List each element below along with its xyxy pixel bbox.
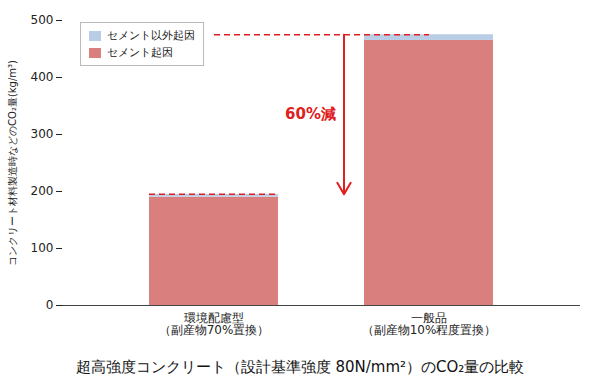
svg-text:60%減: 60%減 [285, 105, 336, 123]
html-text:セメント起因: セメント起因 [107, 46, 173, 59]
html-text:超高強度コンクリート（設計基準強度 80N/mm²）のCO₂: 超高強度コンクリート（設計基準強度 80N/mm²）のCO₂量の比較 [75, 358, 525, 376]
svg-text:100: 100 [31, 241, 54, 255]
svg-text:0: 0 [46, 298, 54, 312]
html-text:セメント以外起因: セメント以外起因 [107, 29, 195, 42]
svg-text:500: 500 [31, 13, 54, 27]
svg-text:400: 400 [31, 70, 54, 84]
svg-text:300: 300 [31, 127, 54, 141]
svg-text:200: 200 [31, 184, 54, 198]
svg-text:環境配慮型（副産物70%置換）: 環境配慮型（副産物70%置換） [159, 311, 270, 337]
svg-text:一般品（副産物10%程度置換）: 一般品（副産物10%程度置換） [362, 311, 497, 337]
html-text:コンクリート材料製造時などのCO₂量(kg/m³): コンクリート材料製造時などのCO₂量(kg/m³) [7, 59, 18, 266]
